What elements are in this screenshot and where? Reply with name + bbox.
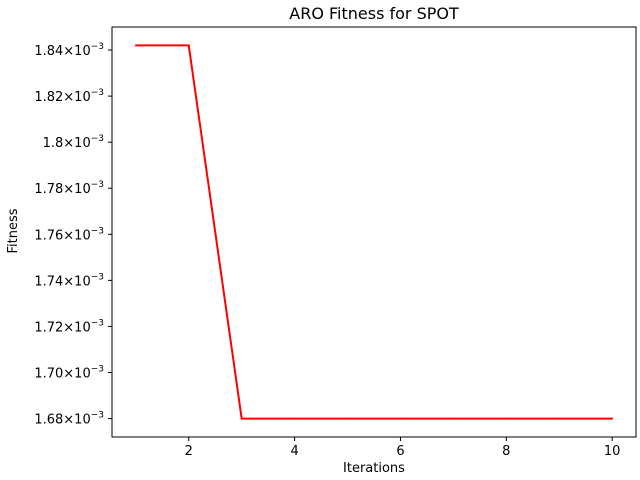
y-tick-base: 10 <box>74 320 91 335</box>
x-tick-label: 4 <box>290 444 298 459</box>
data-point <box>611 417 614 420</box>
y-tick-base: 10 <box>74 90 91 105</box>
data-point <box>240 417 243 420</box>
y-tick-label: 1.78×10−3 <box>34 180 104 197</box>
data-point <box>452 417 455 420</box>
y-tick-label: 1.8×10−3 <box>43 134 104 151</box>
x-tick-label: 2 <box>185 444 193 459</box>
data-point <box>558 417 561 420</box>
y-tick-label: 1.68×10−3 <box>34 411 104 428</box>
y-tick-times: × <box>63 367 74 382</box>
y-tick-times: × <box>63 182 74 197</box>
x-tick-label: 10 <box>604 444 621 459</box>
y-tick-exponent: −3 <box>91 134 104 144</box>
y-tick-mantissa: 1.76 <box>34 228 63 243</box>
y-tick-exponent: −3 <box>91 88 104 98</box>
y-tick-exponent: −3 <box>91 411 104 421</box>
y-tick-base: 10 <box>74 413 91 428</box>
y-tick-base: 10 <box>74 136 91 151</box>
y-tick-times: × <box>63 44 74 59</box>
y-tick-times: × <box>63 136 74 151</box>
x-axis-label: Iterations <box>343 461 405 476</box>
plot-area: 2 4 6 8 101.68×10−31.70×10−31.72×10−31.74×10… <box>34 26 637 459</box>
y-tick-mantissa: 1.68 <box>34 413 63 428</box>
y-tick-times: × <box>63 413 74 428</box>
y-tick-label: 1.72×10−3 <box>34 318 104 335</box>
y-tick-exponent: −3 <box>91 318 104 328</box>
y-tick-exponent: −3 <box>91 180 104 190</box>
series-line-0 <box>135 44 613 420</box>
y-tick-mantissa: 1.84 <box>34 44 63 59</box>
y-tick-mantissa: 1.74 <box>34 274 63 289</box>
y-tick-base: 10 <box>74 274 91 289</box>
y-tick-label: 1.76×10−3 <box>34 226 104 243</box>
y-tick-label: 1.70×10−3 <box>34 365 104 382</box>
data-point <box>346 417 349 420</box>
y-tick-base: 10 <box>74 44 91 59</box>
data-point <box>134 44 137 47</box>
y-tick-times: × <box>63 320 74 335</box>
y-tick-label: 1.84×10−3 <box>34 42 104 59</box>
x-tick-label: 6 <box>396 444 404 459</box>
y-axis-label: Fitness <box>6 208 21 253</box>
y-tick-exponent: −3 <box>91 226 104 236</box>
y-tick-base: 10 <box>74 367 91 382</box>
y-tick-label: 1.82×10−3 <box>34 88 104 105</box>
y-tick-base: 10 <box>74 182 91 197</box>
y-tick-mantissa: 1.82 <box>34 90 63 105</box>
x-tick-label: 8 <box>502 444 510 459</box>
y-tick-mantissa: 1.72 <box>34 320 63 335</box>
data-point <box>293 417 296 420</box>
y-tick-exponent: −3 <box>91 272 104 282</box>
y-tick-exponent: −3 <box>91 365 104 375</box>
y-tick-label: 1.74×10−3 <box>34 272 104 289</box>
y-tick-times: × <box>63 228 74 243</box>
y-tick-mantissa: 1.8 <box>43 136 64 151</box>
data-point <box>505 417 508 420</box>
chart-title: ARO Fitness for SPOT <box>289 4 459 23</box>
data-point <box>187 44 190 47</box>
y-tick-exponent: −3 <box>91 42 104 52</box>
y-tick-times: × <box>63 90 74 105</box>
y-tick-base: 10 <box>74 228 91 243</box>
y-tick-mantissa: 1.78 <box>34 182 63 197</box>
y-tick-mantissa: 1.70 <box>34 367 63 382</box>
y-tick-times: × <box>63 274 74 289</box>
data-point <box>399 417 402 420</box>
axes-frame <box>111 26 637 438</box>
